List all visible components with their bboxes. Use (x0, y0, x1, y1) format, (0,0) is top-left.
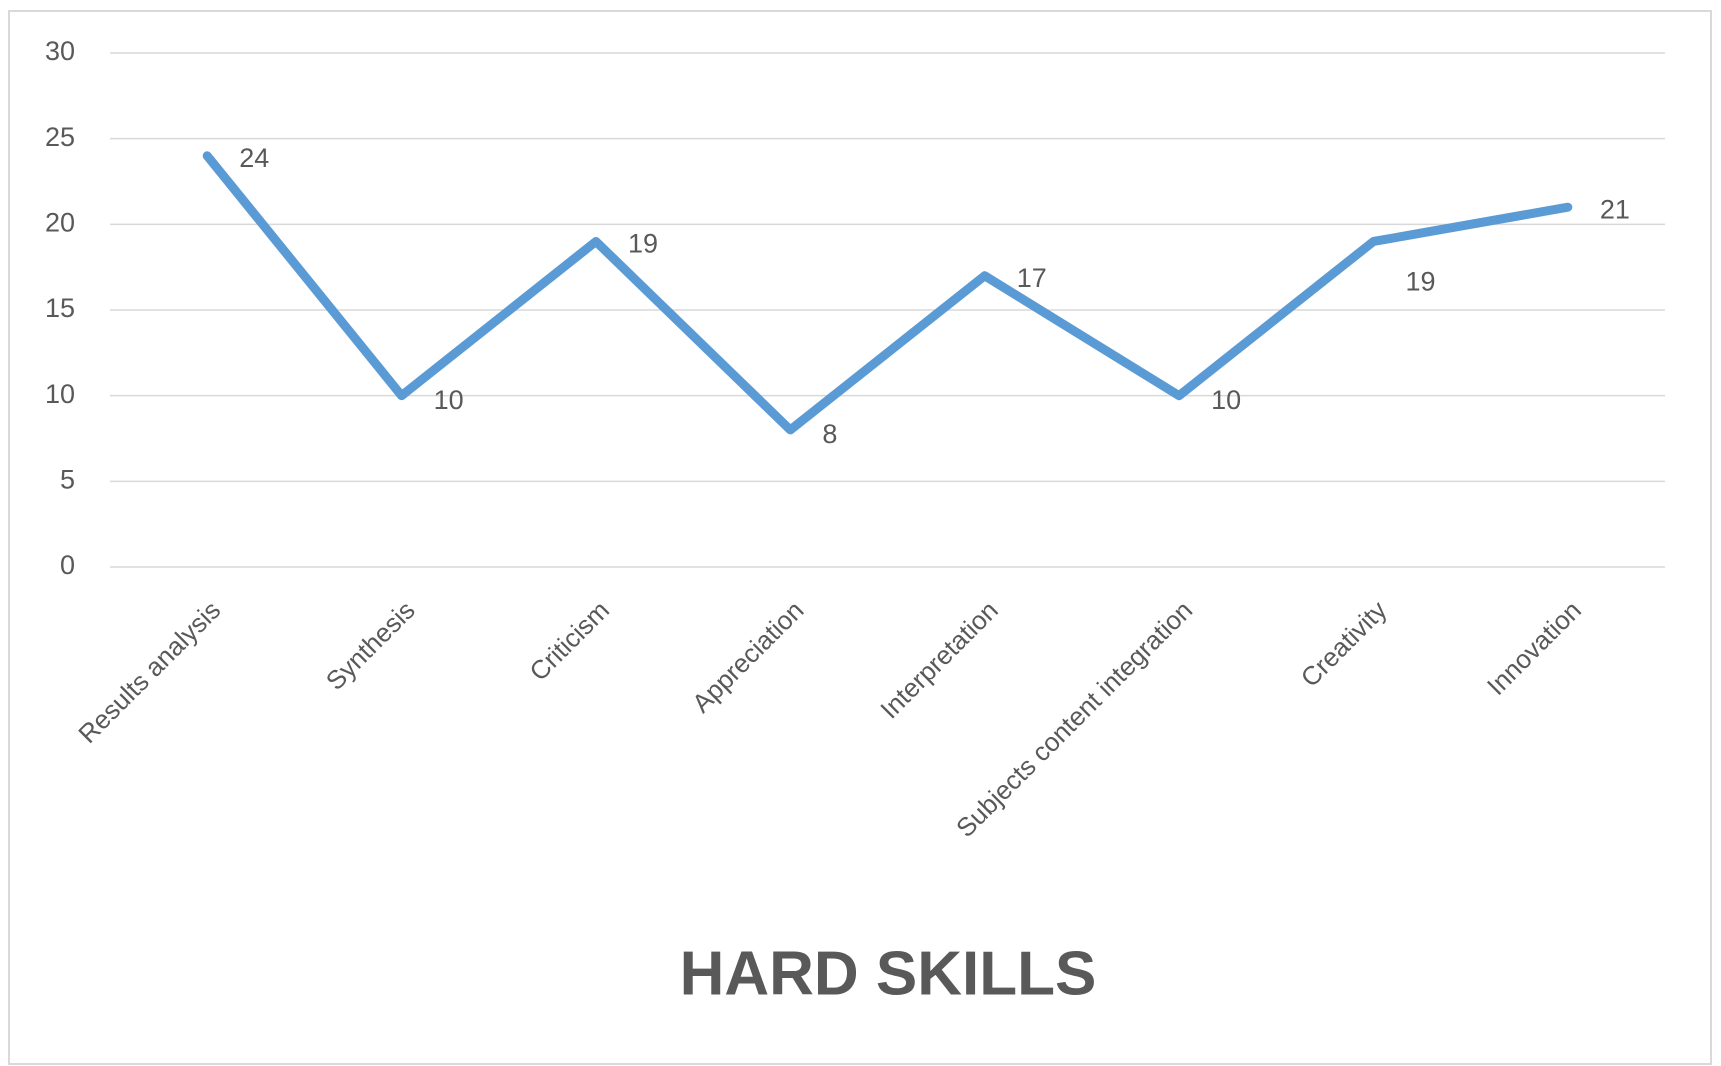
y-tick-label: 30 (45, 36, 75, 66)
y-tick-label: 10 (45, 379, 75, 409)
data-line (202, 151, 1573, 435)
data-label: 10 (434, 385, 464, 415)
data-label: 10 (1211, 385, 1241, 415)
chart-title: HARD SKILLS (680, 939, 1097, 1008)
data-label: 17 (1017, 263, 1047, 293)
data-label: 24 (239, 143, 269, 173)
data-label: 19 (1405, 267, 1435, 297)
y-tick-label: 15 (45, 293, 75, 323)
data-label: 21 (1600, 194, 1630, 224)
y-tick-label: 5 (60, 464, 75, 494)
y-tick-label: 0 (60, 550, 75, 580)
data-label: 19 (628, 229, 658, 259)
data-label: 8 (822, 419, 837, 449)
y-tick-label: 25 (45, 122, 75, 152)
y-tick-label: 20 (45, 207, 75, 237)
chart-frame (8, 10, 1712, 1065)
